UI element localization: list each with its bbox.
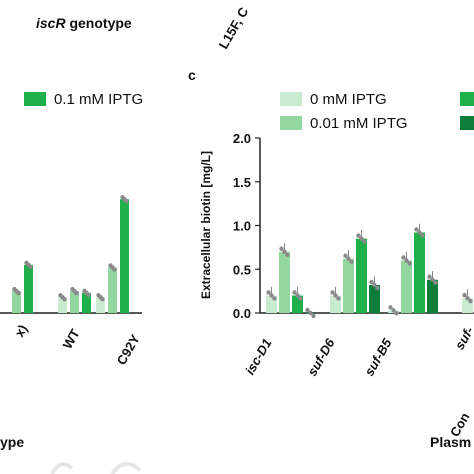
point-suf-D6-s0-1 [333, 293, 338, 298]
left-bar-g1-s0 [58, 297, 67, 313]
tick-suf-d6: suf-D6 [304, 335, 338, 378]
point-isc-D1-s3-0 [305, 307, 310, 313]
left-legend-label: 0.1 mM IPTG [54, 91, 143, 108]
point-isc-D1-s0-2 [272, 296, 277, 301]
point-suf-B5-s2-2 [420, 233, 425, 238]
watermark-arcs [50, 462, 142, 474]
point-suf-B5-s3-2 [433, 280, 438, 285]
bar-suf-B5-s1 [401, 260, 412, 313]
legend-swatch-001mm [280, 116, 302, 130]
bar-suf-D6-s1 [343, 258, 354, 313]
left-tick-wt: WT [60, 326, 83, 351]
point-suf-D6-s2-2 [362, 239, 367, 244]
y-tick-label-0: 0.0 [233, 306, 251, 321]
left-bar-g1-s1 [70, 291, 79, 313]
bar-isc-D1-s1 [279, 251, 290, 313]
right-x-axis-title-partial: Plasm [430, 434, 471, 450]
point-suf--s0-1 [465, 295, 470, 301]
left-bar-g2-s1 [108, 267, 117, 313]
point-suf-D6-s1-0 [343, 253, 348, 258]
point-isc-D1-s2-0 [292, 290, 297, 295]
left-point-g0-s1-2 [16, 290, 21, 296]
point-suf-D6-s0-2 [336, 296, 341, 301]
y-tick-label-2: 1.0 [233, 219, 251, 234]
left-bars [12, 195, 129, 313]
point-suf-D6-s3-1 [372, 282, 377, 288]
bar-suf--s0 [462, 298, 473, 313]
genotype-label: iscR genotype [36, 15, 132, 31]
point-suf-B5-s0-1 [391, 308, 396, 313]
point-isc-D1-s1-2 [285, 252, 290, 257]
left-tick-c92y: C92Y [114, 332, 143, 368]
point-suf-B5-s3-1 [430, 277, 435, 282]
left-bar-g2-s0 [96, 297, 105, 313]
point-isc-D1-s1-0 [279, 246, 284, 251]
point-suf--s0-0 [462, 292, 467, 298]
left-axis-title-partial: ype [0, 434, 24, 450]
bar-suf-D6-s2 [356, 238, 367, 313]
left-bar-g2-s2 [120, 199, 129, 313]
bar-suf-B5-s3 [427, 279, 438, 313]
point-isc-D1-s2-2 [298, 296, 303, 301]
point-suf-B5-s0-2 [394, 311, 399, 316]
left-point-g2-s0-2 [100, 297, 105, 302]
left-point-g1-s2-2 [86, 292, 91, 298]
left-point-g0-s2-2 [28, 264, 33, 270]
point-isc-D1-s0-0 [266, 290, 271, 295]
point-isc-D1-s3-2 [311, 313, 316, 319]
left-legend-swatch [24, 92, 46, 106]
left-bar-g0-s1 [12, 291, 21, 313]
y-tick-label-4: 2.0 [233, 131, 251, 146]
point-suf-B5-s0-0 [388, 305, 393, 310]
right-y-axis-label: Extracellular biotin [mg/L] [199, 151, 213, 299]
y-tick-label-3: 1.5 [233, 175, 251, 190]
point-suf-D6-s3-0 [369, 279, 374, 285]
point-suf-D6-s1-1 [346, 256, 351, 261]
point-suf-B5-s1-1 [404, 258, 409, 263]
left-panel: 0.1 mM IPTG x) WT C92Y ype [0, 91, 143, 450]
tick-isc-d1: isc-D1 [242, 336, 275, 377]
legend-label-001mm: 0.01 mM IPTG [310, 115, 408, 132]
point-suf-D6-s2-1 [359, 236, 364, 241]
right-y-ticks: 0.0 0.5 1.0 1.5 2.0 [233, 131, 260, 321]
left-bar-g1-s2 [82, 292, 91, 313]
point-suf-B5-s3-0 [427, 274, 432, 279]
legend-swatch-clipped-1 [460, 92, 474, 106]
legend-swatch-0mm [280, 92, 302, 106]
point-suf-D6-s1-2 [349, 259, 354, 264]
left-bar-g0-s2 [24, 264, 33, 313]
tick-suf-clipped: suf- [452, 324, 474, 352]
point-isc-D1-s0-1 [269, 293, 274, 298]
point-suf--s0-2 [468, 298, 473, 304]
point-suf-D6-s0-0 [330, 290, 335, 295]
bar-suf-D6-s3 [369, 285, 380, 313]
left-point-g1-s0-2 [62, 297, 67, 302]
left-point-g2-s2-2 [124, 199, 129, 204]
clipped-rotated-label: L15F, C [216, 4, 252, 51]
point-suf-D6-s2-0 [356, 233, 361, 238]
point-suf-B5-s1-2 [407, 261, 412, 266]
left-point-g2-s1-2 [112, 267, 117, 272]
bar-suf-D6-s0 [330, 295, 341, 313]
bar-suf-B5-s2 [414, 232, 425, 313]
bar-isc-D1-s0 [266, 295, 277, 313]
right-bars [266, 223, 473, 319]
left-point-g1-s1-2 [74, 290, 79, 296]
point-suf-B5-s2-1 [417, 230, 422, 235]
tick-suf-b5: suf-B5 [361, 335, 395, 378]
left-tick-x: x) [12, 322, 31, 340]
point-isc-D1-s2-1 [295, 293, 300, 298]
right-panel: c 0 mM IPTG 0.01 mM IPTG Extracellular b… [188, 67, 474, 450]
legend-label-0mm: 0 mM IPTG [310, 91, 387, 108]
point-suf-B5-s1-0 [401, 255, 406, 260]
point-suf-D6-s3-2 [375, 285, 380, 291]
panel-label-c: c [188, 67, 196, 83]
point-isc-D1-s3-1 [308, 310, 313, 316]
legend-swatch-clipped-2 [460, 116, 474, 130]
point-suf-B5-s2-0 [414, 227, 419, 232]
bar-isc-D1-s2 [292, 295, 303, 313]
y-tick-label-1: 0.5 [233, 262, 251, 277]
point-isc-D1-s1-1 [282, 249, 287, 254]
